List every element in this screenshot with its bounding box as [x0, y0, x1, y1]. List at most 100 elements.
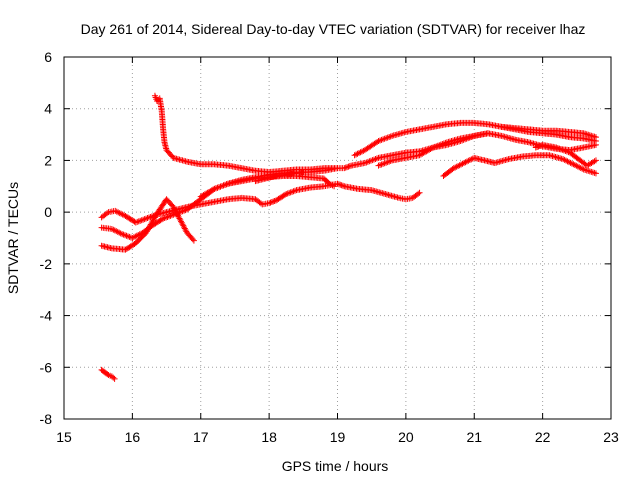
data-point: [133, 232, 140, 239]
series-track-3: [98, 180, 423, 226]
y-tick-label: 2: [44, 152, 52, 168]
x-tick-label: 21: [466, 429, 482, 445]
data-point: [571, 162, 578, 169]
data-point: [484, 130, 491, 137]
data-point: [130, 234, 137, 241]
data-point: [112, 207, 119, 214]
x-tick-label: 19: [330, 429, 346, 445]
data-point: [462, 159, 469, 166]
y-axis-title: SDTVAR / TECUs: [5, 182, 21, 294]
data-point: [450, 165, 457, 172]
data-point: [428, 145, 435, 152]
data-point: [300, 169, 307, 176]
x-tick-label: 17: [193, 429, 209, 445]
x-tick-label: 20: [398, 429, 414, 445]
data-point: [164, 213, 171, 220]
data-point: [134, 218, 141, 225]
series-track-12: [532, 141, 599, 169]
data-point: [286, 189, 293, 196]
data-point: [140, 216, 147, 223]
data-point: [268, 199, 275, 206]
data-point: [452, 164, 459, 171]
series-track-2: [151, 92, 599, 176]
data-point: [117, 230, 124, 237]
data-point: [535, 143, 542, 150]
chart-grid: [64, 57, 611, 419]
data-point: [287, 189, 294, 196]
data-point: [108, 225, 115, 232]
data-point: [568, 160, 575, 167]
data-point: [135, 218, 142, 225]
data-point: [281, 191, 288, 198]
y-tick-label: 0: [44, 204, 52, 220]
data-point: [167, 212, 174, 219]
data-point: [161, 215, 168, 222]
data-point: [145, 214, 152, 221]
data-point: [331, 183, 338, 190]
data-point: [354, 150, 361, 157]
series-track-5: [98, 196, 197, 253]
data-point: [119, 231, 126, 238]
data-point: [113, 208, 120, 215]
data-point: [189, 236, 196, 243]
data-point: [468, 156, 475, 163]
data-point: [129, 235, 136, 241]
data-point: [132, 219, 139, 226]
data-point: [119, 211, 126, 218]
data-point: [120, 231, 127, 238]
data-point: [532, 144, 539, 151]
data-point: [266, 200, 273, 207]
data-point: [334, 165, 341, 172]
data-point: [137, 217, 144, 224]
chart-title: Day 261 of 2014, Sidereal Day-to-day VTE…: [81, 21, 586, 37]
data-point: [357, 149, 364, 156]
y-tick-label: -6: [40, 359, 53, 375]
data-point: [283, 191, 290, 198]
data-point: [290, 188, 297, 195]
data-point: [123, 232, 130, 239]
data-point: [564, 158, 571, 165]
data-point: [341, 165, 348, 172]
data-point: [122, 232, 129, 239]
data-point: [124, 233, 131, 240]
data-point: [456, 162, 463, 169]
data-point: [108, 373, 115, 380]
data-point: [111, 227, 118, 234]
data-point: [355, 150, 362, 157]
data-point: [110, 226, 117, 233]
data-point: [104, 210, 111, 217]
data-point: [534, 143, 541, 150]
data-point: [455, 162, 462, 169]
data-point: [570, 161, 577, 168]
data-point: [458, 161, 465, 168]
data-point: [153, 97, 160, 104]
data-point: [453, 163, 460, 170]
y-tick-label: -2: [40, 256, 53, 272]
data-point: [342, 164, 349, 171]
data-point: [114, 228, 121, 235]
data-point: [110, 374, 117, 381]
data-point: [132, 233, 139, 240]
data-point: [135, 232, 142, 239]
axis-ticks: 15 16 17 18 19 20 21 22 23 -8 -6 -4 -2 0 2 4 6: [40, 49, 619, 445]
data-point: [463, 158, 470, 165]
x-tick-label: 18: [261, 429, 277, 445]
data-point: [561, 156, 568, 163]
data-point: [415, 190, 422, 197]
data-point: [160, 215, 167, 222]
y-tick-label: 4: [44, 101, 52, 117]
data-point: [536, 142, 543, 149]
series-track-1: [98, 366, 118, 382]
data-point: [576, 164, 583, 171]
data-point: [113, 228, 120, 235]
data-point: [141, 216, 148, 223]
data-point: [116, 229, 123, 236]
data-point: [459, 160, 466, 167]
x-tick-label: 22: [535, 429, 551, 445]
data-point: [345, 163, 352, 170]
data-point: [346, 163, 353, 170]
data-point: [168, 212, 175, 219]
data-point: [344, 164, 351, 171]
data-marks: [98, 92, 599, 382]
